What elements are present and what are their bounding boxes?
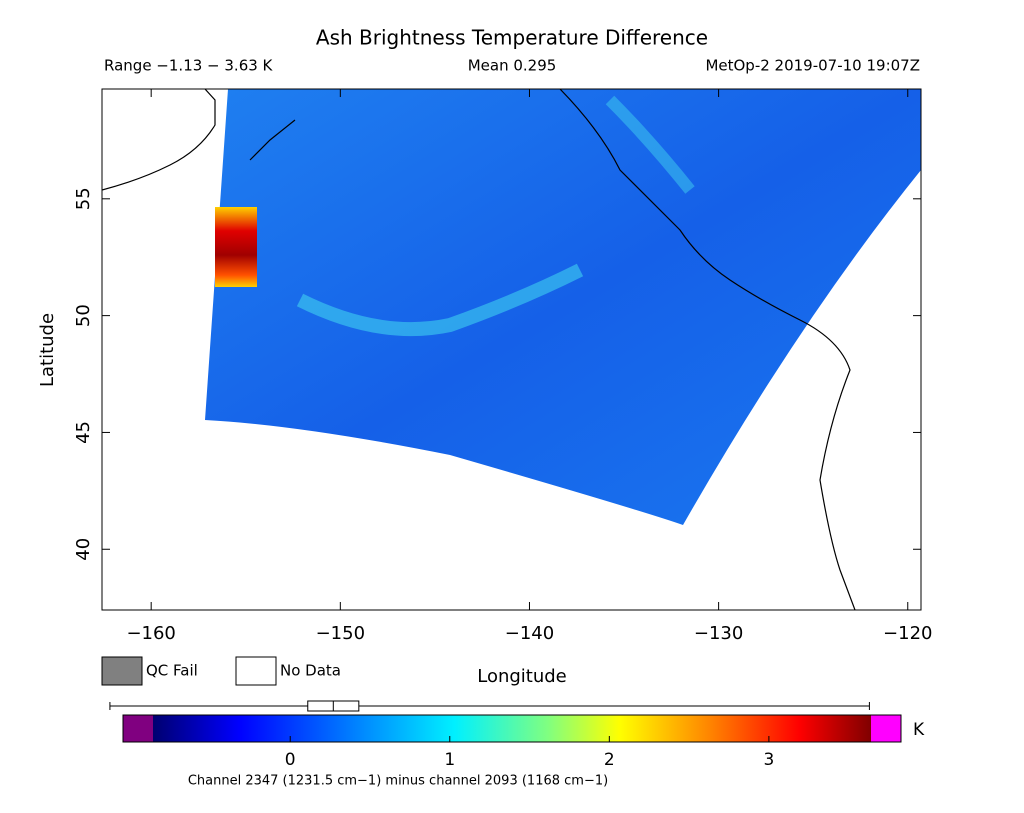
colorbar-tick-label: 1 <box>444 750 455 770</box>
colorbar-tick-label: 3 <box>763 750 774 770</box>
x-tick-label: −140 <box>505 623 554 644</box>
under-swatch <box>123 715 153 742</box>
no-data-label: No Data <box>280 662 341 680</box>
coastline <box>102 89 856 610</box>
x-tick-label: −120 <box>883 623 932 644</box>
title: Ash Brightness Temperature Difference <box>316 26 708 50</box>
x-axis-label: Longitude <box>477 666 567 687</box>
over-swatch <box>871 715 901 742</box>
cyan-streak <box>605 95 695 194</box>
map-area <box>102 89 921 610</box>
swath <box>205 89 921 525</box>
colorbar <box>153 715 871 742</box>
x-tick-label: −160 <box>126 623 175 644</box>
hot-spot <box>215 207 257 287</box>
colorbar-tick-label: 0 <box>285 750 296 770</box>
x-tick-label: −150 <box>316 623 365 644</box>
source: MetOp-2 2019-07-10 19:07Z <box>705 57 920 75</box>
y-tick-label: 55 <box>73 187 94 210</box>
caption: Channel 2347 (1231.5 cm−1) minus channel… <box>188 774 608 789</box>
y-tick-label: 45 <box>73 421 94 444</box>
no-data-swatch <box>235 656 277 686</box>
mean: Mean 0.295 <box>468 57 557 75</box>
y-axis-label: Latitude <box>37 313 58 387</box>
x-tick-label: −130 <box>694 623 743 644</box>
qc-fail-swatch <box>101 656 143 686</box>
qc-fail-label: QC Fail <box>146 662 198 680</box>
cyan-streak <box>296 263 584 337</box>
colorbar-tick-label: 2 <box>604 750 615 770</box>
y-tick-label: 40 <box>73 538 94 561</box>
y-tick-label: 50 <box>73 304 94 327</box>
plot-frame <box>101 88 922 611</box>
range: Range −1.13 − 3.63 K <box>104 57 274 75</box>
colorbar-frame <box>122 714 902 743</box>
colorbar-unit: K <box>913 720 925 740</box>
